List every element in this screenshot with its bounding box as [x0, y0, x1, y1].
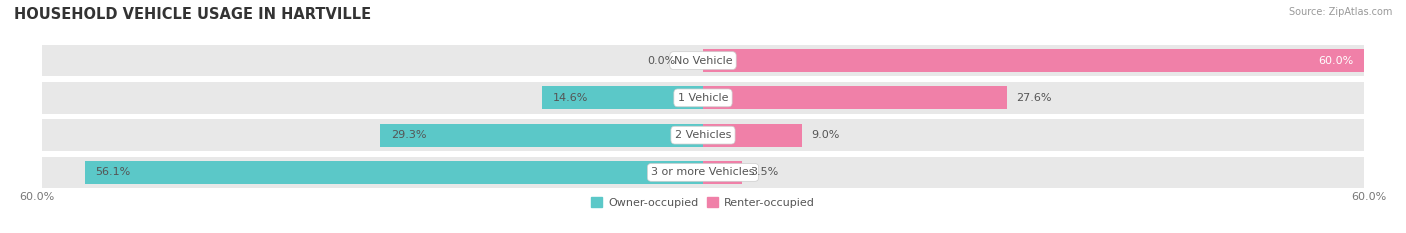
Text: 29.3%: 29.3% [391, 130, 426, 140]
Bar [703, 49, 1364, 72]
Bar [703, 82, 1364, 113]
Bar [703, 45, 1364, 76]
Bar [42, 82, 703, 113]
Text: 3 or more Vehicles: 3 or more Vehicles [651, 168, 755, 177]
Text: 60.0%: 60.0% [1351, 192, 1386, 202]
Bar [380, 123, 703, 147]
Text: 27.6%: 27.6% [1017, 93, 1052, 103]
Text: 1 Vehicle: 1 Vehicle [678, 93, 728, 103]
Text: 60.0%: 60.0% [1317, 56, 1354, 65]
Text: Source: ZipAtlas.com: Source: ZipAtlas.com [1288, 7, 1392, 17]
Text: 3.5%: 3.5% [751, 168, 779, 177]
Text: 2 Vehicles: 2 Vehicles [675, 130, 731, 140]
Bar [703, 123, 803, 147]
Bar [42, 45, 703, 76]
Text: 0.0%: 0.0% [647, 56, 675, 65]
Bar [703, 161, 741, 184]
Text: 14.6%: 14.6% [553, 93, 589, 103]
Bar [543, 86, 703, 110]
Text: 9.0%: 9.0% [811, 130, 839, 140]
Bar [84, 161, 703, 184]
Bar [42, 157, 703, 188]
Text: No Vehicle: No Vehicle [673, 56, 733, 65]
Text: 56.1%: 56.1% [96, 168, 131, 177]
Bar [42, 120, 703, 151]
Legend: Owner-occupied, Renter-occupied: Owner-occupied, Renter-occupied [586, 193, 820, 212]
Text: 60.0%: 60.0% [20, 192, 55, 202]
Bar [703, 157, 1364, 188]
Text: HOUSEHOLD VEHICLE USAGE IN HARTVILLE: HOUSEHOLD VEHICLE USAGE IN HARTVILLE [14, 7, 371, 22]
Bar [703, 86, 1007, 110]
Bar [703, 120, 1364, 151]
